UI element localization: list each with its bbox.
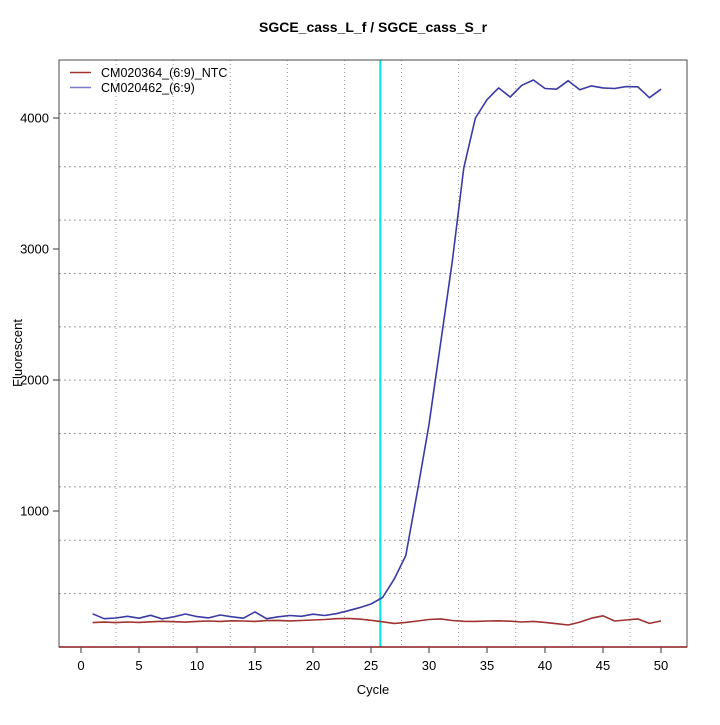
gridlines (59, 60, 687, 647)
x-tick-label: 25 (364, 658, 378, 673)
y-tick-label: 4000 (20, 111, 49, 126)
legend-label-sample: CM020462_(6:9) (101, 81, 195, 95)
sample-series-line (92, 79, 662, 620)
y-tick-label: 1000 (20, 504, 49, 519)
x-tick-label: 30 (422, 658, 436, 673)
x-tick-label: 40 (538, 658, 552, 673)
y-tick-label: 3000 (20, 242, 49, 257)
y-axis-label: Fluorescent (10, 319, 25, 387)
legend-label-ntc: CM020364_(6:9)_NTC (101, 66, 227, 80)
x-tick-label: 15 (248, 658, 262, 673)
x-tick-label: 50 (654, 658, 668, 673)
axis-ticks: 0 5 10 15 20 25 30 35 40 45 50 1000 2000 3000 4000 (20, 111, 668, 674)
x-axis-label: Cycle (357, 682, 390, 697)
legend: CM020364_(6:9)_NTC CM020462_(6:9) (70, 66, 227, 95)
y-tick-label: 2000 (20, 373, 49, 388)
plot-frame (58, 59, 688, 648)
ntc-series-line (92, 614, 662, 626)
x-tick-label: 20 (306, 658, 320, 673)
x-tick-label: 45 (596, 658, 610, 673)
x-tick-label: 35 (480, 658, 494, 673)
series-lines (92, 79, 662, 626)
x-tick-label: 0 (77, 658, 84, 673)
x-tick-label: 10 (190, 658, 204, 673)
x-tick-label: 5 (135, 658, 142, 673)
chart-title: SGCE_cass_L_f / SGCE_cass_S_r (259, 19, 488, 35)
